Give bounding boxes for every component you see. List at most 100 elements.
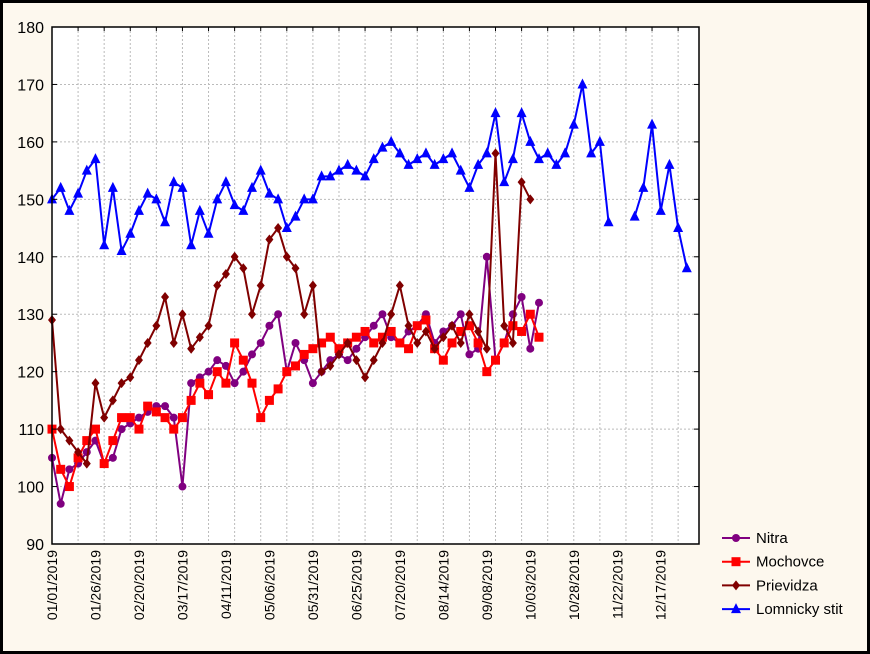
x-tick-label: 01/01/2019 xyxy=(44,550,60,620)
data-point xyxy=(256,338,265,347)
x-tick-label: 11/22/2019 xyxy=(609,550,625,619)
data-point xyxy=(465,309,474,320)
x-tick-label: 12/17/2019 xyxy=(653,550,669,620)
data-point xyxy=(368,153,379,164)
x-tick-label: 08/14/2019 xyxy=(435,550,451,620)
data-point xyxy=(73,187,84,198)
data-point xyxy=(143,401,153,411)
data-point xyxy=(256,413,266,423)
data-point xyxy=(482,367,492,377)
data-point xyxy=(517,177,526,188)
data-point xyxy=(65,435,74,446)
x-tick-label: 10/03/2019 xyxy=(522,550,538,620)
data-point xyxy=(220,176,231,187)
data-point xyxy=(221,269,230,280)
series-lomnicky-stit xyxy=(47,78,692,273)
x-tick-label: 04/11/2019 xyxy=(218,550,234,619)
x-tick-label: 03/17/2019 xyxy=(174,550,190,620)
data-point xyxy=(291,263,300,274)
x-tick-label: 09/08/2019 xyxy=(479,550,495,620)
data-point xyxy=(239,367,248,376)
data-point xyxy=(412,153,423,164)
data-point xyxy=(230,251,239,262)
data-point xyxy=(281,222,292,233)
legend-item: Prievidza xyxy=(722,577,818,594)
data-point xyxy=(491,355,501,365)
data-point xyxy=(342,158,353,169)
data-point xyxy=(195,332,204,343)
data-point xyxy=(107,181,118,192)
data-point xyxy=(256,280,265,291)
data-point xyxy=(143,337,152,348)
data-point xyxy=(248,350,257,359)
data-point xyxy=(212,193,223,204)
data-point xyxy=(64,204,75,215)
data-point xyxy=(525,309,535,319)
y-tick-label: 130 xyxy=(17,307,44,324)
data-point xyxy=(430,343,439,354)
data-point xyxy=(507,153,518,164)
data-point xyxy=(186,395,196,405)
legend-marker-diamond-icon xyxy=(732,580,740,591)
x-tick-label: 05/06/2019 xyxy=(261,550,277,620)
data-point xyxy=(429,158,440,169)
data-point xyxy=(456,326,466,336)
data-point xyxy=(560,147,571,158)
data-point xyxy=(238,355,248,365)
data-point xyxy=(273,193,284,204)
data-point xyxy=(264,395,274,405)
data-point xyxy=(308,379,317,388)
data-point xyxy=(533,153,544,164)
data-point xyxy=(499,176,510,187)
legend-label: Lomnicky stit xyxy=(756,601,844,618)
x-tick-label: 07/20/2019 xyxy=(392,550,408,620)
data-point xyxy=(204,367,213,376)
data-point xyxy=(117,425,126,434)
data-point xyxy=(673,222,684,233)
data-point xyxy=(439,332,448,343)
data-point xyxy=(134,355,143,366)
data-point xyxy=(161,291,170,302)
data-point xyxy=(534,298,543,307)
data-point xyxy=(361,372,370,383)
data-point xyxy=(351,332,361,342)
legend-item: Nitra xyxy=(722,530,788,547)
data-point xyxy=(186,239,197,250)
data-point xyxy=(481,147,492,158)
x-tick-label: 06/25/2019 xyxy=(348,550,364,620)
x-axis: 01/01/2019 01/26/2019 02/20/2019 03/17/2019… xyxy=(44,550,669,620)
data-point xyxy=(56,424,65,435)
data-point xyxy=(117,378,126,389)
plot-border xyxy=(51,26,700,545)
data-point xyxy=(343,337,352,348)
data-point xyxy=(377,141,388,152)
data-point xyxy=(247,181,258,192)
data-point xyxy=(152,320,161,331)
data-point xyxy=(264,187,275,198)
data-point xyxy=(377,332,387,342)
data-point xyxy=(134,413,143,422)
y-tick-label: 110 xyxy=(18,422,44,439)
data-point xyxy=(568,118,579,129)
data-point xyxy=(56,464,66,474)
data-point xyxy=(133,204,144,215)
data-point xyxy=(299,349,309,359)
legend-marker-square-icon xyxy=(731,557,741,567)
data-point xyxy=(203,227,214,238)
data-point xyxy=(177,413,187,423)
data-point xyxy=(334,349,343,360)
data-point xyxy=(64,482,74,492)
data-point xyxy=(82,436,92,446)
x-tick-label: 05/31/2019 xyxy=(305,550,321,620)
data-point xyxy=(317,338,327,348)
data-point xyxy=(221,361,230,370)
data-point xyxy=(334,344,344,354)
data-point xyxy=(369,338,379,348)
data-point xyxy=(525,135,536,146)
data-point xyxy=(333,164,344,175)
data-point xyxy=(517,292,526,301)
data-point xyxy=(526,194,535,205)
data-point xyxy=(73,453,83,463)
y-tick-label: 90 xyxy=(26,537,44,554)
data-point xyxy=(551,158,562,169)
